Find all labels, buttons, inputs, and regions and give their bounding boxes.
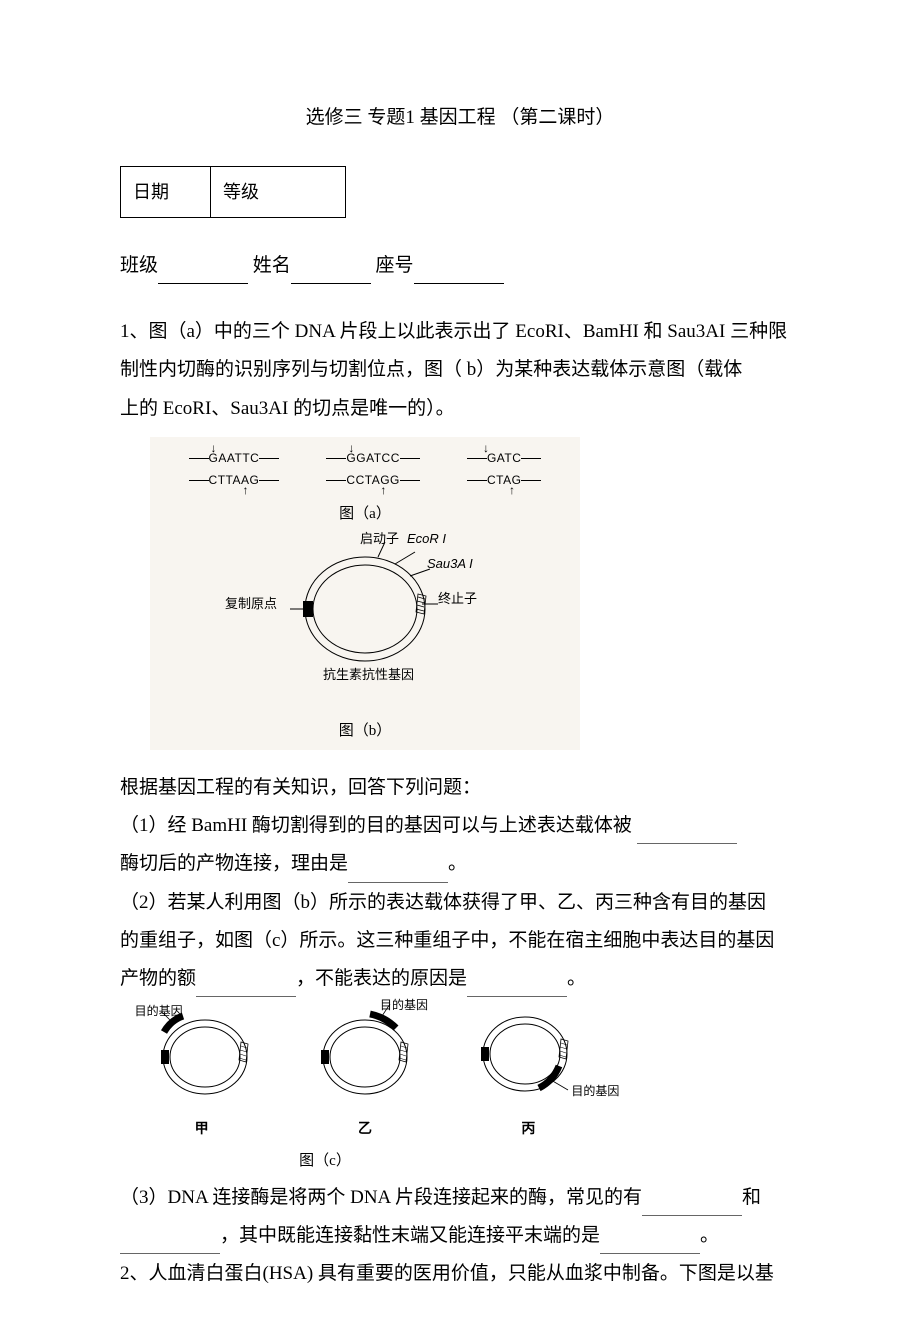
label-jia: 甲 bbox=[147, 1117, 257, 1144]
q2-l1: 2、人血清白蛋白(HSA) 具有重要的医用价值，只能从血浆中制备。下图是以基 bbox=[120, 1256, 800, 1292]
q1-sub1-end: 。 bbox=[448, 853, 467, 874]
figure-a: ↓ GAATTC CTTAAG ↑ ↓ GGATCC CCTAGG ↑ ↓ GA… bbox=[150, 437, 580, 529]
q1-intro-l3: 上的 EcoRI、Sau3AI 的切点是唯一的）。 bbox=[120, 391, 800, 427]
seat-label: 座号 bbox=[376, 255, 414, 276]
figure-a-label: 图（a） bbox=[155, 500, 575, 529]
q1-sub1: （1）经 BamHI 酶切割得到的目的基因可以与上述表达载体被 bbox=[120, 808, 800, 844]
blank-4 bbox=[467, 996, 567, 997]
recomb-yi: 目的基因 乙 bbox=[310, 1002, 420, 1144]
q1-afterfig: 根据基因工程的有关知识，回答下列问题： bbox=[120, 770, 800, 806]
bamhi-top: GGATCC bbox=[346, 447, 399, 470]
blank-2 bbox=[348, 882, 448, 883]
target-label-yi: 目的基因 bbox=[380, 994, 428, 1017]
enzyme-bamhi: ↓ GGATCC CCTAGG ↑ bbox=[326, 447, 419, 493]
blank-5 bbox=[642, 1215, 742, 1216]
label-yi: 乙 bbox=[310, 1117, 420, 1144]
origin-label: 复制原点 bbox=[225, 596, 277, 612]
q1-sub2-l3b: ，不能表达的原因是 bbox=[296, 968, 467, 989]
grade-cell: 等级 bbox=[211, 167, 346, 218]
grade-table: 日期 等级 bbox=[120, 166, 346, 218]
enzyme-sau3ai: ↓ GATC CTAG ↑ bbox=[467, 447, 541, 493]
q1-intro-l2: 制性内切酶的识别序列与切割位点，图（ b）为某种表达载体示意图（载体 bbox=[120, 352, 800, 388]
terminator-label: 终止子 bbox=[438, 591, 477, 607]
recomb-bing: 目的基因 丙 bbox=[473, 1002, 583, 1144]
figure-c: 目的基因 甲 目的基因 bbox=[120, 1002, 610, 1175]
bamhi-bottom: CCTAGG bbox=[346, 469, 399, 492]
blank-3 bbox=[196, 996, 296, 997]
recomb-row: 目的基因 甲 目的基因 bbox=[120, 1002, 610, 1144]
q1-sub3-l2b: 。 bbox=[700, 1225, 719, 1246]
q1-sub2-l1: （2）若某人利用图（b）所示的表达载体获得了甲、乙、丙三种含有目的基因 bbox=[120, 885, 800, 921]
enzyme-row: ↓ GAATTC CTTAAG ↑ ↓ GGATCC CCTAGG ↑ ↓ GA… bbox=[155, 442, 575, 498]
sau3ai-bottom: CTAG bbox=[487, 469, 521, 492]
sau3ai-label: Sau3A I bbox=[427, 556, 473, 572]
q1-sub1-l2: 酶切后的产物连接，理由是 bbox=[120, 853, 348, 874]
name-label: 姓名 bbox=[253, 255, 291, 276]
label-bing: 丙 bbox=[473, 1117, 583, 1144]
plasmid-diagram: 启动子 EcoR I Sau3A I 终止子 复制原点 抗生素抗性基因 bbox=[220, 534, 510, 714]
q1-intro-l1: 1、图（a）中的三个 DNA 片段上以此表示出了 EcoRI、BamHI 和 S… bbox=[120, 314, 800, 350]
q1-sub2-end: 。 bbox=[567, 968, 586, 989]
q1-sub3-l2-wrap: ，其中既能连接黏性末端又能连接平末端的是 。 bbox=[120, 1218, 800, 1254]
q1-sub1-l2-wrap: 酶切后的产物连接，理由是 。 bbox=[120, 846, 800, 882]
seat-blank bbox=[414, 283, 504, 284]
target-label-bing: 目的基因 bbox=[571, 1080, 619, 1103]
q1-sub2-l3-wrap: 产物的额 ，不能表达的原因是 。 bbox=[120, 961, 800, 997]
q1-sub3-l1b: 和 bbox=[742, 1187, 761, 1208]
class-blank bbox=[158, 283, 248, 284]
target-label-jia: 目的基因 bbox=[135, 1000, 183, 1023]
ecori-label: EcoR I bbox=[407, 531, 446, 547]
blank-1 bbox=[637, 843, 737, 844]
plasmid-svg bbox=[280, 534, 450, 679]
sau3ai-top: GATC bbox=[487, 447, 521, 470]
date-cell: 日期 bbox=[121, 167, 211, 218]
blank-7 bbox=[600, 1253, 700, 1254]
figure-c-label: 图（c） bbox=[40, 1147, 610, 1176]
name-blank bbox=[291, 283, 371, 284]
worksheet-title: 选修三 专题1 基因工程 （第二课时） bbox=[120, 100, 800, 136]
q1-sub3-l1-wrap: （3）DNA 连接酶是将两个 DNA 片段连接起来的酶，常见的有 和 bbox=[120, 1180, 800, 1216]
class-label: 班级 bbox=[120, 255, 158, 276]
resistance-label: 抗生素抗性基因 bbox=[323, 667, 414, 683]
ecori-bottom: CTTAAG bbox=[209, 469, 260, 492]
q1-sub1-l1: （1）经 BamHI 酶切割得到的目的基因可以与上述表达载体被 bbox=[120, 815, 637, 836]
promoter-label: 启动子 bbox=[360, 531, 399, 547]
q1-sub3-l1a: （3）DNA 连接酶是将两个 DNA 片段连接起来的酶，常见的有 bbox=[120, 1187, 642, 1208]
student-info-line: 班级 姓名 座号 bbox=[120, 248, 800, 284]
q1-sub3-l2a: ，其中既能连接黏性末端又能连接平末端的是 bbox=[220, 1225, 600, 1246]
enzyme-ecori: ↓ GAATTC CTTAAG ↑ bbox=[189, 447, 280, 493]
blank-6 bbox=[120, 1253, 220, 1254]
q1-sub2-l2: 的重组子，如图（c）所示。这三种重组子中，不能在宿主细胞中表达目的基因 bbox=[120, 923, 800, 959]
q1-sub2-l3a: 产物的额 bbox=[120, 968, 196, 989]
figure-b: 启动子 EcoR I Sau3A I 终止子 复制原点 抗生素抗性基因 图（b） bbox=[150, 529, 580, 751]
recomb-jia: 目的基因 甲 bbox=[147, 1002, 257, 1144]
figure-b-label: 图（b） bbox=[155, 717, 575, 746]
